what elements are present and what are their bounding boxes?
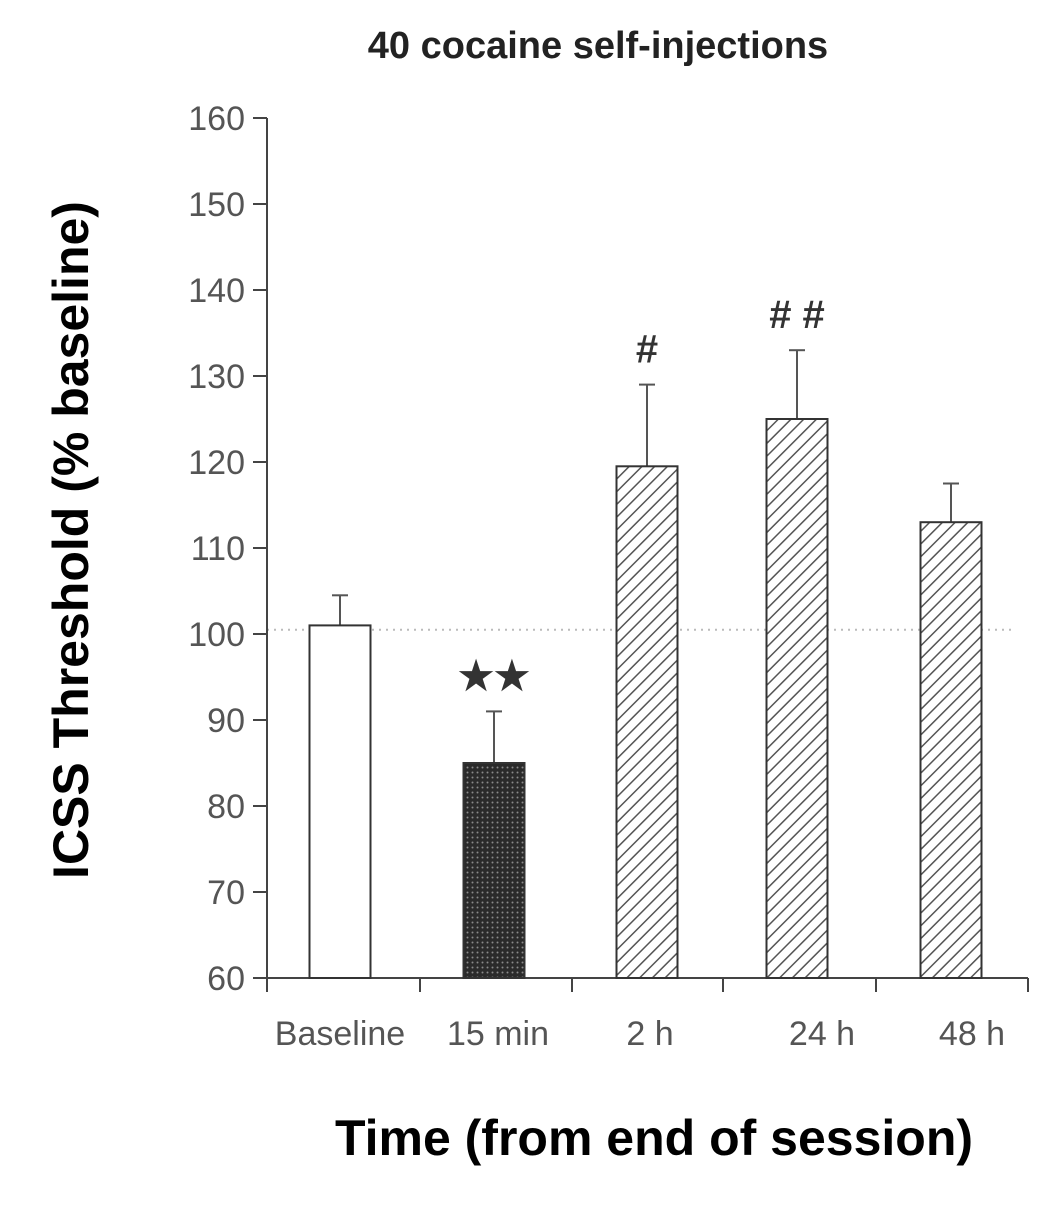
y-tick-label-100: 100 [188,616,245,654]
bar-baseline [308,624,372,980]
y-tick-label-70: 70 [207,874,245,912]
y-tick-label-90: 90 [207,702,245,740]
bar-48-h [919,521,983,979]
bar-2-h [615,465,679,979]
chart-title: 40 cocaine self-injections [368,25,828,67]
y-tick-label-110: 110 [191,530,245,568]
x-tick-label-baseline: Baseline [275,1015,405,1053]
plot-area: 60 70 80 90 100 110 120 130 140 150 160 Baseline ★★ 1… [188,100,1029,1053]
y-tick-label-160: 160 [188,100,245,138]
y-tick-label-60: 60 [207,960,245,998]
annotation-2-h: # [636,328,658,372]
y-tick-label-80: 80 [207,788,245,826]
y-tick-label-150: 150 [188,186,245,224]
bar-24-h [765,418,829,979]
x-axis-title: Time (from end of session) [335,1110,973,1166]
bar-15-min [462,762,526,979]
x-tick-label-15-min: 15 min [447,1015,549,1053]
annotation-15-min: ★★ [458,654,530,698]
y-tick-label-140: 140 [188,272,245,310]
x-tick-label-2-h: 2 h [626,1015,673,1053]
x-tick-label-24-h: 24 h [789,1015,855,1053]
x-tick-label-48-h: 48 h [939,1015,1005,1053]
annotation-24-h: # # [769,293,825,337]
y-tick-label-130: 130 [188,358,245,396]
y-tick-label-120: 120 [188,444,245,482]
y-axis-title: ICSS Threshold (% baseline) [43,201,99,879]
